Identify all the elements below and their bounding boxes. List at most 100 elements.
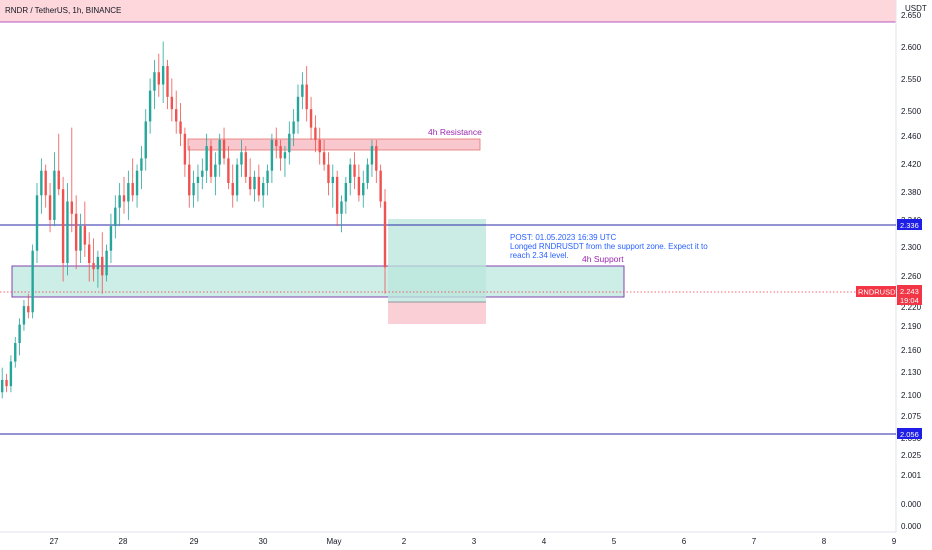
last-price-tag-text: 2.243 xyxy=(900,287,919,296)
post-note-line-3: reach 2.34 level. xyxy=(510,251,569,260)
candle-body xyxy=(205,146,208,171)
price-tick-label: 0.000 xyxy=(901,522,922,531)
candle-body xyxy=(61,189,65,264)
candle-body xyxy=(340,201,343,214)
price-tick-label: 2.001 xyxy=(901,471,922,480)
time-tick-label: 27 xyxy=(50,537,59,546)
candle-body xyxy=(48,195,52,220)
price-tick-label: 2.550 xyxy=(901,75,922,84)
position-stop-zone[interactable] xyxy=(388,302,486,324)
candle-body xyxy=(14,343,17,362)
price-axis-unit: USDT xyxy=(905,4,927,13)
candle-body xyxy=(218,139,221,165)
candle-body xyxy=(127,183,130,202)
candle-body xyxy=(275,139,278,147)
candle-body xyxy=(109,226,113,251)
candle-body xyxy=(66,201,69,264)
candle-body xyxy=(331,176,334,184)
candle-body xyxy=(279,146,282,159)
candle-body xyxy=(362,183,365,196)
candle-body xyxy=(283,152,287,159)
candle-body xyxy=(370,146,374,165)
candle-body xyxy=(357,176,361,196)
candle-body xyxy=(92,263,95,270)
price-tick-label: 2.100 xyxy=(901,391,922,400)
candle-body xyxy=(266,170,269,184)
candle-body xyxy=(314,127,317,140)
time-tick-label: 7 xyxy=(752,537,757,546)
candle-body xyxy=(188,164,191,196)
time-tick-label: 9 xyxy=(892,537,897,546)
candle-body xyxy=(157,72,160,85)
candle-body xyxy=(140,158,143,171)
time-tick-label: 28 xyxy=(119,537,128,546)
position-target-zone[interactable] xyxy=(388,219,486,302)
candle-body xyxy=(183,133,187,165)
time-tick-label: 30 xyxy=(259,537,268,546)
candle-body xyxy=(105,250,108,276)
candle-body xyxy=(375,146,378,171)
time-tick-label: 4 xyxy=(542,537,547,546)
price-tick-label: 2.160 xyxy=(901,346,922,355)
candle-body xyxy=(166,66,169,97)
lower-level-tag xyxy=(897,428,922,439)
time-tick-label: 3 xyxy=(472,537,477,546)
time-tick-label: 5 xyxy=(612,537,617,546)
post-note-line-1: POST: 01.05.2023 16:39 UTC xyxy=(510,233,617,242)
symbol-tag-text: RNDRUSDT xyxy=(858,288,901,297)
candle-body xyxy=(170,96,174,110)
candle-body xyxy=(253,176,256,190)
price-tick-label: 2.600 xyxy=(901,43,922,52)
candle-body xyxy=(1,379,4,393)
candle-body xyxy=(240,152,243,165)
price-tick-label: 2.220 xyxy=(901,303,922,312)
candle-body xyxy=(353,164,356,177)
candle-body xyxy=(235,164,239,196)
candle-body xyxy=(74,213,78,251)
candle-body xyxy=(122,195,126,202)
price-tick-label: 2.300 xyxy=(901,243,922,252)
symbol-title: RNDR / TetherUS, 1h, BINANCE xyxy=(5,6,121,15)
candle-body xyxy=(301,84,304,97)
time-tick-label: 8 xyxy=(822,537,827,546)
candle-body xyxy=(366,164,369,184)
last-price-tag xyxy=(897,285,922,305)
candle-body xyxy=(40,170,43,196)
resistance-label: 4h Resistance xyxy=(428,127,482,137)
candle-body xyxy=(288,133,291,153)
upper-range-band xyxy=(0,0,896,22)
candle-body xyxy=(79,226,82,251)
candle-body xyxy=(5,379,8,387)
candle-body xyxy=(227,158,230,184)
candle-body xyxy=(22,306,26,325)
candle-body xyxy=(248,176,252,190)
time-tick-label: 6 xyxy=(682,537,687,546)
candle-body xyxy=(9,361,13,387)
candle-body xyxy=(192,183,195,196)
candle-body xyxy=(18,324,21,344)
candle-body xyxy=(201,170,204,177)
candle-body xyxy=(322,152,326,165)
price-tick-label: 2.260 xyxy=(901,272,922,281)
price-tick-label: 2.025 xyxy=(901,451,922,460)
candle-body xyxy=(196,176,200,184)
time-tick-label: 2 xyxy=(402,537,407,546)
candle-body xyxy=(318,139,321,153)
candle-body xyxy=(57,170,60,190)
price-tick-label: 2.190 xyxy=(901,322,922,331)
candle-body xyxy=(257,176,261,196)
candle-body xyxy=(344,183,348,202)
candle-body xyxy=(179,121,182,134)
candle-body xyxy=(296,96,300,122)
candle-body xyxy=(27,306,30,313)
lower-level-tag-text: 2.056 xyxy=(900,430,919,439)
candle-body xyxy=(231,183,234,196)
resistance-zone[interactable] xyxy=(187,138,481,151)
candle-body xyxy=(31,250,34,313)
candle-body xyxy=(262,183,265,196)
post-note-line-2: Longed RNDRUSDT from the support zone. E… xyxy=(510,242,708,251)
time-axis-ticks: 27 28 29 30 May 2 3 4 5 6 7 8 9 xyxy=(50,537,897,546)
candle-body xyxy=(135,170,139,196)
time-tick-label: May xyxy=(326,537,341,546)
